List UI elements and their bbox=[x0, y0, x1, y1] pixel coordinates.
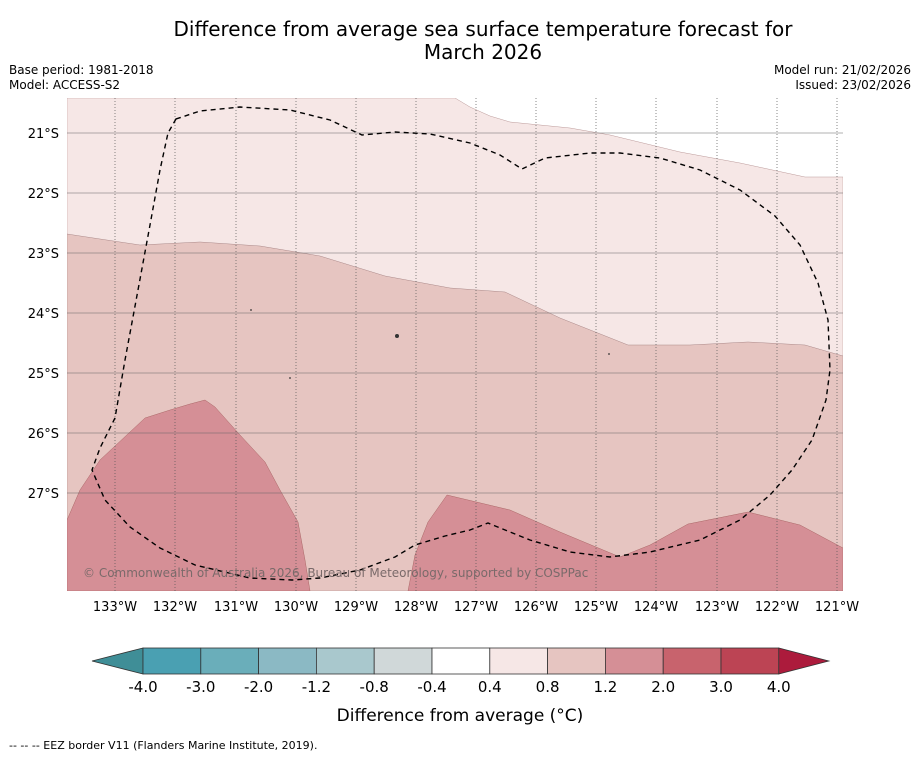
colorbar-swatch bbox=[547, 647, 606, 675]
colorbar-tick-label: -2.0 bbox=[244, 678, 273, 696]
gridlines bbox=[67, 132, 843, 494]
lon-label: 128°W bbox=[394, 600, 438, 615]
lat-label: 23°S bbox=[28, 247, 59, 262]
colorbar-swatch bbox=[142, 647, 202, 675]
title-line-1: Difference from average sea surface temp… bbox=[173, 17, 793, 41]
meta-right: Model run: 21/02/2026 Issued: 23/02/2026 bbox=[774, 63, 911, 93]
colorbar-tick-label: -0.8 bbox=[360, 678, 389, 696]
title-line-2: March 2026 bbox=[423, 40, 543, 64]
anomaly-band-1.2-2.0-west bbox=[67, 399, 311, 591]
lat-label: 25°S bbox=[28, 367, 59, 382]
colorbar-tick-label: -4.0 bbox=[128, 678, 157, 696]
colorbar-tick-label: 1.2 bbox=[593, 678, 617, 696]
lon-label: 125°W bbox=[574, 600, 618, 615]
lon-label: 132°W bbox=[153, 600, 197, 615]
colorbar-tick-label: 0.8 bbox=[536, 678, 560, 696]
colorbar-tick-label: -1.2 bbox=[302, 678, 331, 696]
colorbar-swatch bbox=[258, 647, 317, 675]
island-marker-3 bbox=[289, 377, 291, 379]
lat-label: 26°S bbox=[28, 427, 59, 442]
map-title: Difference from average sea surface temp… bbox=[0, 18, 919, 64]
colorbar-swatch bbox=[662, 647, 722, 675]
colorbar-tick-label: 0.4 bbox=[478, 678, 502, 696]
map-area: © Commonwealth of Australia 2026, Bureau… bbox=[67, 98, 843, 591]
lon-label: 126°W bbox=[514, 600, 558, 615]
colorbar-swatches bbox=[91, 647, 831, 675]
colorbar-swatch bbox=[605, 647, 664, 675]
islands bbox=[250, 309, 610, 379]
colorbar-tick-label: 3.0 bbox=[709, 678, 733, 696]
colorbar-extend-low bbox=[91, 647, 144, 675]
colorbar-tick-label: 2.0 bbox=[651, 678, 675, 696]
lon-label: 122°W bbox=[755, 600, 799, 615]
colorbar-tick-label: -3.0 bbox=[186, 678, 215, 696]
lon-label: 130°W bbox=[274, 600, 318, 615]
colorbar-label: Difference from average (°C) bbox=[337, 706, 584, 726]
copyright-text: © Commonwealth of Australia 2026, Bureau… bbox=[83, 566, 588, 580]
colorbar-swatch bbox=[431, 647, 491, 675]
island-marker-1 bbox=[395, 334, 399, 338]
model-name: Model: ACCESS-S2 bbox=[9, 78, 121, 92]
lon-label: 127°W bbox=[454, 600, 498, 615]
colorbar-tick-label: -0.4 bbox=[417, 678, 446, 696]
lon-label: 123°W bbox=[695, 600, 739, 615]
lon-label: 129°W bbox=[334, 600, 378, 615]
lat-label: 27°S bbox=[28, 487, 59, 502]
island-marker-4 bbox=[608, 353, 610, 355]
eez-border bbox=[91, 106, 831, 581]
colorbar-tick-label: 4.0 bbox=[767, 678, 791, 696]
colorbar-swatch bbox=[200, 647, 260, 675]
model-run: Model run: 21/02/2026 bbox=[773, 63, 911, 77]
lat-label: 21°S bbox=[28, 127, 59, 142]
lon-label: 131°W bbox=[214, 600, 258, 615]
colorbar-swatch bbox=[489, 647, 548, 675]
meridians bbox=[114, 98, 838, 591]
latitude-labels: 21°S 22°S 23°S 24°S 25°S 26°S 27°S bbox=[28, 127, 59, 502]
meta-left: Base period: 1981-2018 Model: ACCESS-S2 bbox=[9, 63, 154, 93]
lat-label: 22°S bbox=[28, 187, 59, 202]
colorbar: -4.0 -3.0 -2.0 -1.2 -0.8 -0.4 0.4 0.8 1.2 2.0 3.0 4… bbox=[91, 647, 831, 726]
island-marker-2 bbox=[250, 309, 252, 311]
lon-label: 124°W bbox=[634, 600, 678, 615]
colorbar-swatch bbox=[720, 647, 780, 675]
base-period: Base period: 1981-2018 bbox=[9, 63, 154, 77]
lat-label: 24°S bbox=[28, 307, 59, 322]
longitude-labels: 133°W 132°W 131°W 130°W 129°W 128°W 127°… bbox=[93, 600, 859, 615]
lon-label: 121°W bbox=[815, 600, 859, 615]
colorbar-extend-high bbox=[778, 647, 831, 675]
issued-date: Issued: 23/02/2026 bbox=[795, 78, 911, 92]
eez-legend-note: -- -- -- EEZ border V11 (Flanders Marine… bbox=[9, 739, 318, 752]
colorbar-swatch bbox=[315, 647, 375, 675]
colorbar-swatch bbox=[373, 647, 433, 675]
colorbar-ticks: -4.0 -3.0 -2.0 -1.2 -0.8 -0.4 0.4 0.8 1.2 2.0 3.0 4… bbox=[128, 678, 790, 696]
lon-label: 133°W bbox=[93, 600, 137, 615]
anomaly-band-1.2-2.0-east bbox=[407, 494, 843, 591]
